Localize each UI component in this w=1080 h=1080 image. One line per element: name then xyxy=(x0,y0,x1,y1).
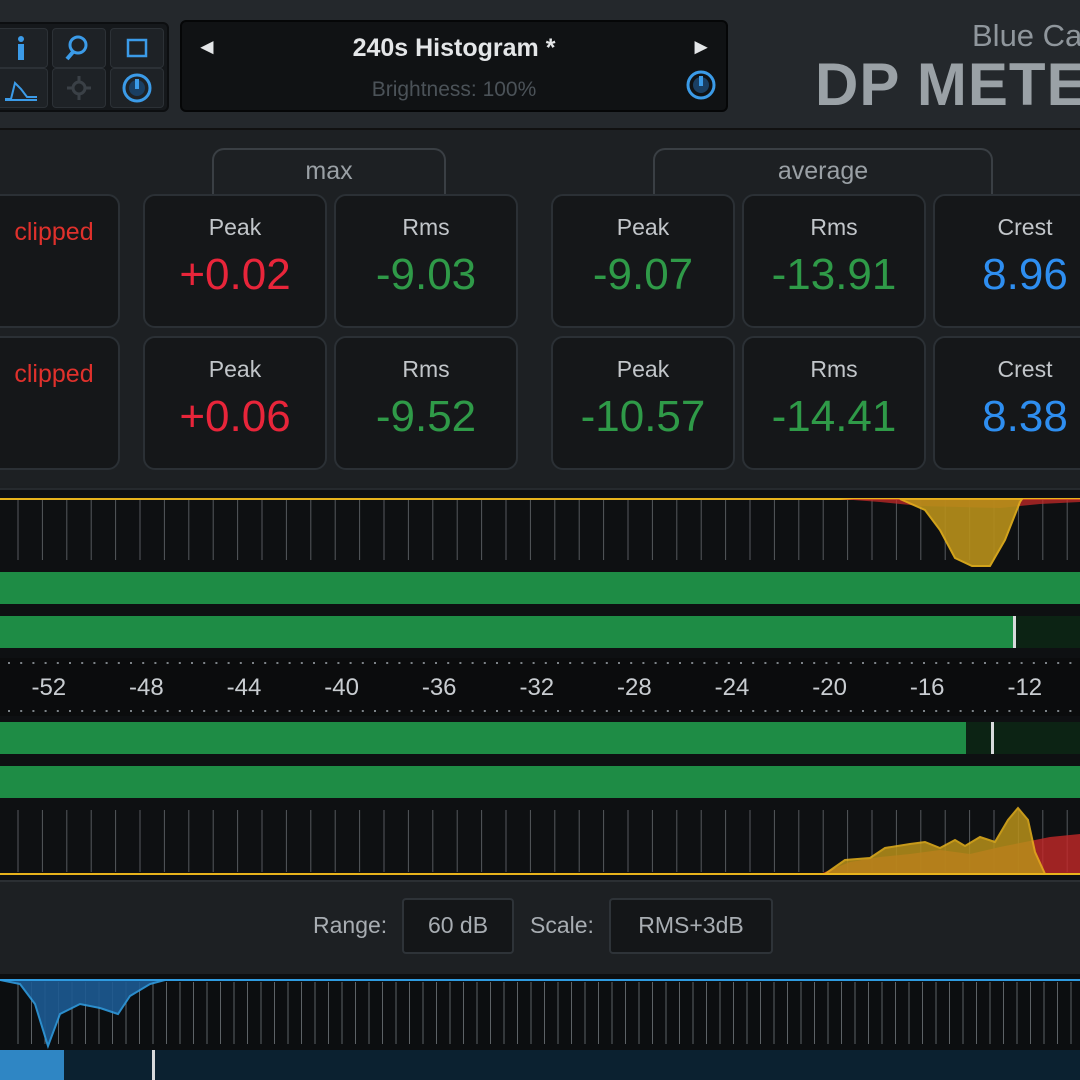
value-readout: 8.96 xyxy=(982,250,1068,299)
clipped-label: clipped xyxy=(14,218,94,246)
histogram-button[interactable] xyxy=(0,68,48,108)
scale-dots xyxy=(8,662,1072,712)
value-label: Peak xyxy=(616,214,670,240)
value-readout: 8.38 xyxy=(982,392,1068,441)
max-peak-ch2[interactable]: Peak +0.06 xyxy=(143,336,327,470)
value-readout: -9.52 xyxy=(375,392,477,441)
window-icon xyxy=(126,38,148,58)
value-readout: -10.57 xyxy=(580,392,706,441)
gear-icon xyxy=(67,76,91,100)
max-group-tab: max xyxy=(212,148,446,194)
plugin-logo: DP METE xyxy=(815,51,1080,118)
value-readout: +0.06 xyxy=(179,392,291,441)
value-readout: -9.07 xyxy=(592,250,694,299)
range-label: Range: xyxy=(313,912,388,938)
scale-label: -52 xyxy=(31,674,67,701)
scale-label: -40 xyxy=(324,674,359,701)
window-button[interactable] xyxy=(110,28,164,68)
crest-ch1[interactable]: Crest 8.96 xyxy=(933,194,1080,328)
preset-name[interactable]: 240s Histogram * xyxy=(352,34,556,62)
histogram-yellow-area xyxy=(899,498,1024,567)
value-label: Rms xyxy=(402,214,450,240)
value-label: Peak xyxy=(616,356,670,382)
loudness-panel xyxy=(0,974,1080,1080)
brightness-button[interactable] xyxy=(110,68,164,108)
db-scale: -52-48-44-40-36-32-28-24-20-16-12- xyxy=(0,658,1080,716)
ch2-rms-bar xyxy=(0,722,967,754)
loudness-bar xyxy=(0,1050,64,1080)
max-peak-ch1[interactable]: Peak +0.02 xyxy=(143,194,327,328)
histogram-bottom xyxy=(0,802,1080,882)
value-label: Rms xyxy=(810,214,858,240)
info-button[interactable] xyxy=(0,28,48,68)
histogram-yellow-area xyxy=(821,806,1047,875)
scale-label: -32 xyxy=(519,674,555,701)
avg-rms-ch2[interactable]: Rms -14.41 xyxy=(742,336,926,470)
value-label: Rms xyxy=(402,356,450,382)
clip-indicator-ch2[interactable]: clipped xyxy=(0,336,120,470)
values-panel: max average clipped Peak +0.02 Rms -9.03 P… xyxy=(0,130,1080,486)
brightness-knob-icon xyxy=(122,73,152,103)
scale-label: -16 xyxy=(909,674,945,701)
scale-label: -44 xyxy=(226,674,262,701)
scale-selector[interactable]: RMS+3dB xyxy=(609,898,773,954)
scale-label: -12 xyxy=(1007,674,1043,701)
clip-indicator-ch1[interactable]: clipped xyxy=(0,194,120,328)
max-rms-ch2[interactable]: Rms -9.52 xyxy=(334,336,518,470)
loudness-histogram-area xyxy=(0,979,166,1050)
value-readout: -9.03 xyxy=(375,250,477,299)
next-preset-button[interactable]: ► xyxy=(690,34,712,59)
histogram-icon xyxy=(5,81,37,101)
info-icon xyxy=(18,36,24,60)
level-meter: -52-48-44-40-36-32-28-24-20-16-12- xyxy=(0,488,1080,882)
avg-peak-ch1[interactable]: Peak -9.07 xyxy=(551,194,735,328)
scale-label: -24 xyxy=(714,674,750,701)
avg-peak-ch2[interactable]: Peak -10.57 xyxy=(551,336,735,470)
loudness-hold xyxy=(152,1050,155,1080)
settings-button[interactable] xyxy=(52,68,106,108)
ch1-peak-hold xyxy=(1012,616,1016,648)
ch2-peak-hold xyxy=(990,722,994,754)
value-label: Crest xyxy=(997,356,1053,382)
zoom-button[interactable] xyxy=(52,28,106,68)
controls-bar: Range: 60 dB Scale: RMS+3dB xyxy=(0,880,1080,976)
scale-label: -28 xyxy=(617,674,652,701)
toolbox xyxy=(0,22,169,112)
range-selector[interactable]: 60 dB xyxy=(402,898,514,954)
scale-label: -48 xyxy=(129,674,164,701)
value-readout: +0.02 xyxy=(179,250,291,299)
avg-rms-ch1[interactable]: Rms -13.91 xyxy=(742,194,926,328)
value-label: Peak xyxy=(208,356,262,382)
ch2-peak-bar xyxy=(0,766,1080,798)
brand-vendor: Blue Ca xyxy=(972,18,1080,53)
magnifier-icon xyxy=(65,35,88,61)
value-label: Rms xyxy=(810,356,858,382)
brightness-label: Brightness: 100% xyxy=(371,78,537,101)
max-rms-ch1[interactable]: Rms -9.03 xyxy=(334,194,518,328)
preset-selector[interactable]: ◄ 240s Histogram * Brightness: 100% ► xyxy=(180,20,728,112)
value-readout: -13.91 xyxy=(771,250,897,299)
value-readout: -14.41 xyxy=(771,392,897,441)
value-label: Peak xyxy=(208,214,262,240)
scale-label: -36 xyxy=(421,674,457,701)
brightness-knob-icon[interactable] xyxy=(684,68,718,102)
top-bar: ◄ 240s Histogram * Brightness: 100% ► Bl… xyxy=(0,0,1080,130)
crest-ch2[interactable]: Crest 8.38 xyxy=(933,336,1080,470)
previous-preset-button[interactable]: ◄ xyxy=(196,34,218,59)
clipped-label: clipped xyxy=(14,360,94,388)
scale-label: Scale: xyxy=(530,912,594,938)
scale-label: -20 xyxy=(812,674,847,701)
loudness-histogram xyxy=(0,974,1080,1080)
average-group-tab: average xyxy=(653,148,993,194)
ch1-peak-bar xyxy=(0,572,1080,604)
histogram-top xyxy=(0,490,1080,570)
ch1-rms-bar xyxy=(0,616,1013,648)
value-label: Crest xyxy=(997,214,1053,240)
